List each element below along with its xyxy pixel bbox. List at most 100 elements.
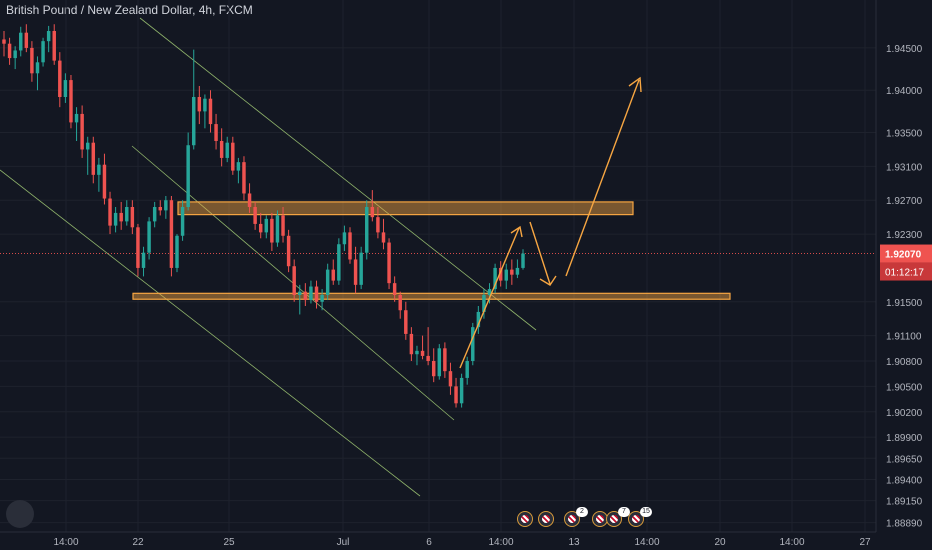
candle-69 [387, 238, 391, 290]
candle-58 [325, 263, 330, 301]
candle-body-30 [169, 200, 174, 268]
candle-78 [437, 344, 442, 380]
candle-2 [13, 46, 17, 70]
candle-92 [515, 259, 520, 279]
candle-43 [242, 156, 246, 201]
candle-body-22 [125, 207, 129, 222]
candle-84 [471, 322, 475, 366]
event-count-badge: 15 [640, 507, 652, 517]
y-tick-8: 1.90800 [886, 357, 923, 368]
event-nz[interactable] [538, 511, 554, 527]
x-tick-8: 20 [714, 537, 726, 548]
candle-24 [136, 223, 140, 277]
candle-body-59 [331, 269, 335, 281]
candle-body-32 [180, 207, 185, 236]
x-tick-2: 25 [223, 537, 235, 548]
candle-body-1 [7, 43, 12, 59]
channel-line-lower [0, 169, 421, 497]
candle-body-65 [365, 207, 369, 253]
candle-body-61 [342, 232, 347, 245]
candle-body-81 [454, 386, 458, 404]
candle-23 [130, 200, 135, 235]
candle-body-8 [46, 31, 51, 42]
candle-body-53 [298, 291, 302, 295]
uk-flag-icon [632, 515, 640, 523]
candle-85 [476, 306, 481, 334]
event-count-badge: 7 [618, 507, 630, 517]
candle-1 [7, 37, 12, 65]
candle-63 [353, 246, 358, 294]
x-tick-10: 27 [859, 537, 871, 548]
candle-body-6 [35, 62, 40, 74]
countdown-label: 01:12:17 [885, 268, 924, 279]
candle-body-35 [197, 97, 202, 112]
candle-42 [236, 157, 241, 184]
candle-body-73 [409, 333, 414, 355]
y-tick-2: 1.93500 [886, 129, 923, 140]
candle-body-19 [108, 198, 112, 226]
channel-line-upper [139, 17, 537, 331]
price-axis[interactable]: 1.94500 1.94000 1.93500 1.93100 1.92700 1.923… [875, 0, 932, 550]
candle-17 [97, 157, 101, 192]
candle-73 [409, 327, 414, 361]
candle-body-74 [415, 350, 419, 355]
candle-body-68 [381, 232, 386, 243]
candle-body-57 [320, 295, 324, 302]
candle-body-83 [465, 361, 469, 378]
candle-body-76 [426, 355, 430, 361]
arrow-down [529, 221, 551, 285]
candle-56 [314, 280, 319, 309]
candle-body-64 [359, 252, 363, 285]
candle-body-52 [292, 266, 296, 295]
event-uk[interactable] [517, 511, 533, 527]
candle-77 [431, 348, 436, 383]
candle-body-18 [102, 164, 107, 199]
candle-body-49 [275, 215, 280, 243]
candle-15 [85, 136, 90, 175]
candle-body-60 [337, 244, 341, 281]
candle-22 [125, 200, 129, 226]
candle-body-46 [258, 223, 263, 233]
candle-body-20 [113, 212, 118, 226]
event-uk-2[interactable]: 2 [564, 507, 588, 527]
x-tick-3: Jul [337, 537, 350, 548]
candle-body-0 [2, 39, 6, 44]
candle-body-31 [175, 235, 179, 268]
event-uk-5[interactable]: 15 [628, 507, 652, 527]
candle-81 [454, 377, 458, 408]
candle-body-34 [192, 97, 196, 146]
candle-46 [258, 212, 263, 239]
candle-74 [415, 345, 419, 366]
candle-body-27 [152, 207, 157, 222]
candle-19 [108, 191, 112, 235]
arrow-up-2-head [628, 76, 642, 93]
candle-49 [275, 210, 280, 247]
candle-88 [493, 263, 497, 294]
candle-body-12 [69, 80, 73, 123]
candle-7 [41, 37, 45, 67]
candle-68 [381, 218, 386, 250]
candle-79 [443, 342, 447, 378]
candle-33 [186, 132, 190, 211]
last-price-tag [880, 244, 932, 263]
x-tick-5: 14:00 [488, 537, 513, 548]
tradingview-logo-icon[interactable] [6, 500, 34, 528]
candle-body-3 [19, 32, 23, 51]
candle-body-42 [236, 162, 241, 171]
x-tick-1: 22 [132, 537, 144, 548]
candle-27 [152, 201, 157, 228]
candle-4 [24, 24, 29, 53]
candle-body-40 [225, 142, 229, 158]
event-uk-4[interactable]: 7 [606, 507, 630, 527]
candle-body-89 [498, 267, 503, 281]
time-axis[interactable]: 14:00 22 25 Jul 6 14:00 13 14:00 20 14:00 27 [0, 531, 932, 550]
grid-lines [0, 0, 876, 532]
candle-body-71 [398, 295, 402, 311]
candle-body-39 [219, 141, 224, 158]
arrow-down-head [539, 275, 557, 286]
candle-90 [504, 263, 508, 290]
candle-body-51 [286, 235, 291, 267]
candle-body-36 [203, 98, 207, 112]
candle-body-41 [231, 142, 235, 171]
